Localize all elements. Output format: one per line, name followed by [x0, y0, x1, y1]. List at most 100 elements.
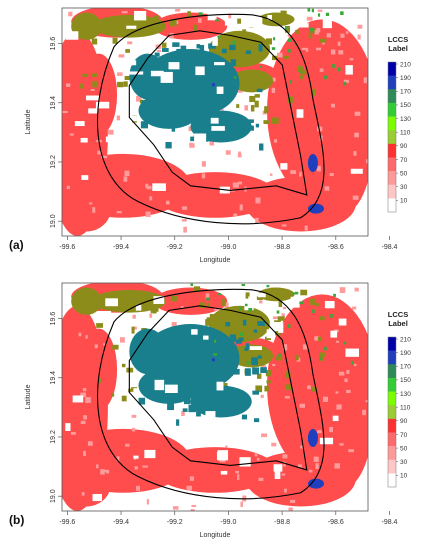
olive-pixel	[264, 385, 269, 392]
no-data-pixel	[130, 60, 137, 66]
forest-pixel	[244, 368, 251, 376]
y-tick-label: 19.4	[50, 96, 57, 110]
olive-pixel	[152, 308, 157, 314]
pink-pixel	[83, 450, 86, 456]
olive-pixel	[170, 295, 178, 302]
pink-pixel	[284, 396, 290, 399]
pink-pixel	[228, 13, 232, 19]
pink-pixel	[68, 11, 73, 17]
pink-pixel	[273, 139, 278, 143]
pink-pixel	[299, 403, 305, 408]
green-pixel	[287, 324, 291, 329]
legend-label: 10	[400, 473, 408, 480]
forest-pixel	[257, 355, 262, 359]
urban-area-7	[80, 328, 118, 411]
olive-pixel	[256, 296, 263, 300]
green-pixel	[337, 67, 341, 72]
pink-pixel	[351, 306, 357, 310]
pink-pixel	[340, 33, 345, 38]
no-data-pixel	[92, 493, 102, 502]
olive-pixel	[278, 300, 283, 308]
pink-pixel	[191, 505, 197, 508]
pink-pixel	[142, 465, 148, 468]
pink-pixel	[117, 72, 123, 76]
olive-pixel	[230, 38, 238, 44]
pink-pixel	[239, 204, 243, 211]
green-pixel	[215, 19, 219, 22]
green-pixel	[307, 8, 311, 12]
olive-pixel	[242, 29, 247, 34]
pink-pixel	[256, 457, 260, 461]
legend-swatch	[388, 418, 396, 433]
legend-swatch	[388, 446, 396, 461]
olive-pixel	[112, 37, 118, 44]
x-tick-label: -98.8	[274, 519, 290, 526]
green-pixel	[340, 11, 344, 15]
pink-pixel	[260, 394, 264, 398]
pink-pixel	[188, 126, 192, 132]
map-svg-a: -99.6 -99.4 -99.2 -99.0 -98.8 -98.6 -98.4 19.0 1…	[25, 7, 411, 264]
inner-boundary	[128, 305, 308, 471]
olive-pixel	[250, 105, 255, 112]
pink-pixel	[313, 456, 319, 462]
pink-pixel	[316, 165, 321, 172]
forest-pixel	[172, 110, 181, 119]
no-data-pixel	[350, 168, 363, 174]
pink-pixel	[198, 18, 202, 23]
x-tick-label: -99.4	[113, 519, 129, 526]
pink-pixel	[259, 300, 263, 304]
no-data-pixel	[269, 322, 282, 330]
forest-pixel	[200, 64, 206, 69]
forest-pixel	[242, 319, 247, 326]
pink-pixel	[145, 183, 149, 188]
pink-pixel	[171, 321, 177, 328]
pink-pixel	[271, 442, 277, 447]
olive-pixel	[124, 75, 131, 81]
pink-pixel	[172, 506, 179, 510]
pink-pixel	[233, 213, 238, 217]
pink-pixel	[357, 34, 361, 40]
legend-swatch	[388, 198, 396, 213]
olive-pixel	[315, 302, 319, 307]
forest-pixel	[196, 411, 201, 417]
forest-pixel	[154, 52, 160, 57]
olive-pixel	[245, 35, 252, 42]
pink-pixel	[282, 454, 288, 459]
olive-pixel	[285, 371, 291, 379]
legend-label: 150	[400, 377, 411, 384]
pink-pixel	[209, 140, 215, 146]
pink-pixel	[238, 151, 241, 155]
legend-label: 210	[400, 336, 411, 343]
panel-label-a: (a)	[9, 238, 24, 252]
olive-pixel	[110, 28, 117, 34]
no-data-pixel	[126, 115, 137, 122]
pink-pixel	[319, 68, 324, 72]
pink-pixel	[103, 343, 107, 346]
forest-pixel	[139, 72, 147, 78]
legend-label: 70	[400, 432, 408, 439]
forest-pixel	[138, 397, 146, 405]
forest-pixel	[147, 361, 151, 370]
forest-pixel	[229, 113, 237, 120]
pink-pixel	[90, 89, 95, 92]
no-data-pixel	[85, 95, 100, 101]
pink-pixel	[132, 427, 136, 432]
olive-pixel	[263, 120, 270, 125]
pink-pixel	[240, 501, 243, 508]
pink-pixel	[339, 287, 346, 294]
olive-area-3	[71, 287, 102, 315]
forest-pixel	[245, 50, 251, 55]
pink-pixel	[181, 219, 187, 222]
green-pixel	[259, 65, 263, 68]
forest-pixel	[238, 337, 244, 342]
legend-label: 70	[400, 157, 408, 164]
pink-pixel	[146, 185, 152, 190]
no-data-pixel	[246, 495, 257, 500]
forest-pixel	[172, 42, 180, 47]
pink-pixel	[346, 370, 350, 374]
olive-pixel	[134, 293, 142, 300]
olive-pixel	[249, 95, 256, 103]
olive-area-4	[257, 287, 295, 302]
olive-pixel	[121, 395, 127, 402]
no-data-pixel	[135, 304, 142, 311]
